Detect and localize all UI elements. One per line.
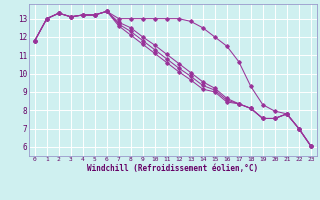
X-axis label: Windchill (Refroidissement éolien,°C): Windchill (Refroidissement éolien,°C) <box>87 164 258 173</box>
